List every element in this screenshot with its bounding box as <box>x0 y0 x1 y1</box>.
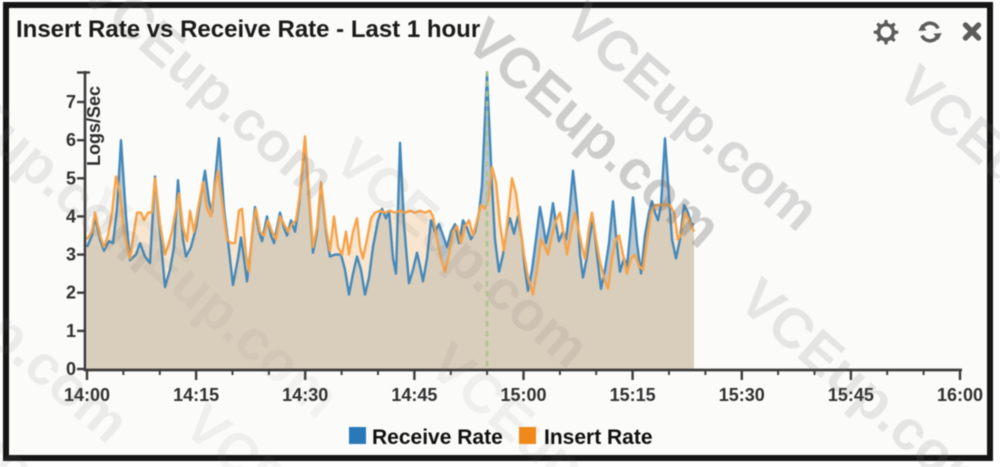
svg-text:15:15: 15:15 <box>610 385 656 405</box>
svg-text:5: 5 <box>66 168 76 188</box>
svg-text:14:00: 14:00 <box>64 385 110 405</box>
svg-text:14:30: 14:30 <box>282 385 328 405</box>
svg-text:15:45: 15:45 <box>828 385 874 405</box>
svg-text:1: 1 <box>66 321 76 341</box>
svg-text:16:00: 16:00 <box>937 385 983 405</box>
svg-text:2: 2 <box>66 283 76 303</box>
svg-text:15:30: 15:30 <box>719 385 765 405</box>
svg-text:4: 4 <box>66 206 76 226</box>
svg-text:7: 7 <box>66 92 76 112</box>
svg-text:6: 6 <box>66 130 76 150</box>
svg-text:3: 3 <box>66 245 76 265</box>
svg-text:0: 0 <box>66 359 76 379</box>
svg-text:14:45: 14:45 <box>391 385 437 405</box>
svg-text:15:00: 15:00 <box>500 385 546 405</box>
svg-text:14:15: 14:15 <box>173 385 219 405</box>
svg-text:Logs/Sec: Logs/Sec <box>84 86 104 166</box>
